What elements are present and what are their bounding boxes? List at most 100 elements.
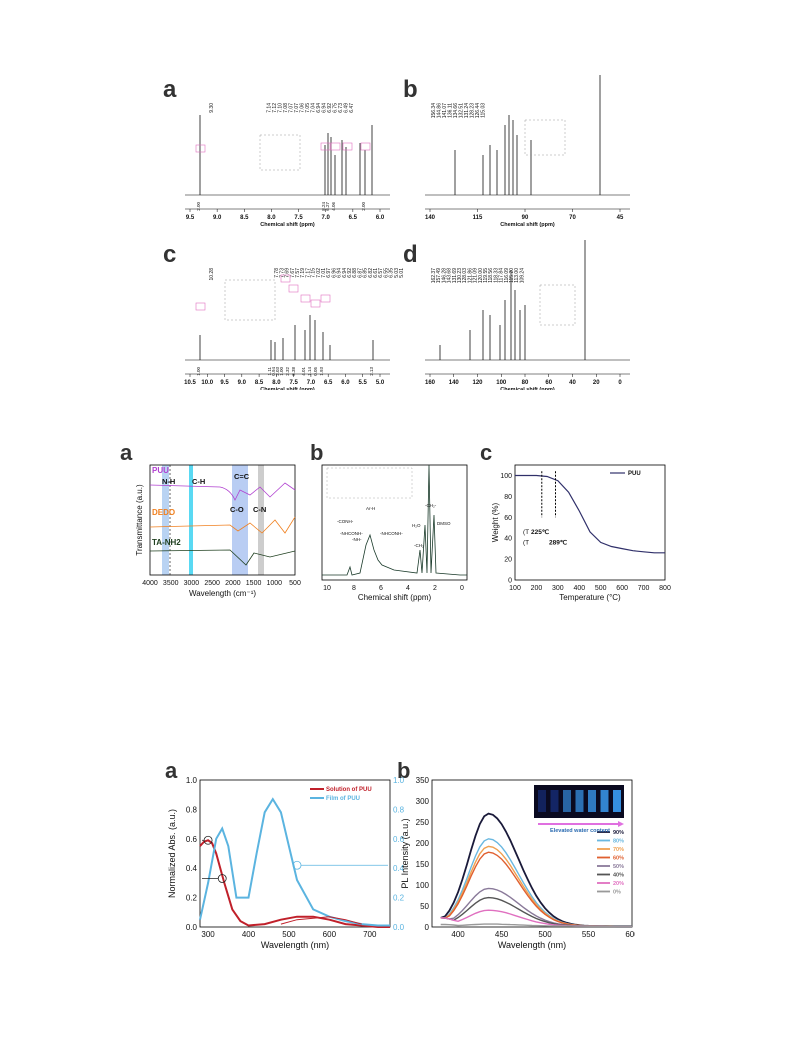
tick-label: 6: [379, 585, 383, 592]
inset-caption: Elevated water content: [550, 828, 610, 834]
peak-label: 6.75: [333, 103, 339, 113]
panel-letter-b: b: [397, 760, 410, 783]
tick-label-right: 0.8: [393, 805, 405, 814]
label-arh: Ar-H: [366, 506, 375, 511]
tick-label: 8.5: [255, 380, 264, 386]
tick-label: 7.0: [322, 215, 331, 221]
tick-label: 400: [573, 585, 585, 592]
vial: [538, 790, 546, 812]
tick-label: 450: [495, 930, 509, 939]
tick-label: 115: [473, 215, 483, 221]
label-nhconh: -NHCONH-: [340, 531, 363, 536]
molecule-structure: [224, 279, 276, 321]
vial: [550, 790, 559, 812]
series-line-1: [199, 797, 390, 927]
integral-value: 6.27: [325, 202, 330, 211]
x-axis-label: Chemical shift (ppm): [500, 387, 555, 390]
peak-label: 128.23: [470, 103, 476, 119]
panel-letter-c: c: [163, 241, 176, 268]
peak-label: 6.94: [342, 268, 348, 278]
tick-label: 6.5: [349, 215, 358, 221]
peak-label: 113.00: [514, 268, 520, 283]
tick-label: 2000: [225, 580, 241, 587]
tick-label: 6.5: [324, 380, 333, 386]
plot-frame: [431, 779, 633, 928]
integral-value: 1.00: [196, 367, 201, 376]
legend-label: 50%: [613, 864, 624, 870]
tick-label-right: 1.0: [393, 776, 405, 785]
assignment-box: [195, 144, 206, 153]
x-axis-label: Chemical shift (ppm): [358, 593, 432, 602]
tick-label: 300: [416, 797, 430, 806]
molecule-structure: [259, 134, 301, 171]
peak-label: 7.14: [267, 103, 273, 113]
peak-label: 134.66: [453, 103, 459, 119]
label-ta: TA-NH2: [152, 538, 181, 547]
tick-label: 9.5: [186, 215, 195, 221]
tick-label: 70: [569, 215, 576, 221]
peak-label: 7.05: [305, 103, 311, 113]
peak-label: 157.49: [436, 268, 442, 284]
label-ch2a: -CH₂: [414, 543, 424, 548]
figure-2: a PUU N-H C-H C=C DEDO C-O C-N TA-NH2 4000 3500 300…: [120, 440, 680, 625]
tick-label: 300: [552, 585, 564, 592]
integral-value: 1.00: [279, 367, 284, 376]
peak-label: 7.07: [289, 103, 295, 113]
tick-label: 700: [638, 585, 650, 592]
label-cn: C-N: [253, 505, 266, 514]
plot-frame: [514, 464, 666, 581]
integral-value: 6.38: [291, 367, 296, 376]
tick-label: 600: [323, 930, 337, 939]
legend-label-film: Film of PUU: [326, 796, 360, 802]
tick-label: 200: [531, 585, 543, 592]
integral-value: 2.00: [361, 202, 366, 211]
tick-label: 200: [416, 839, 430, 848]
tick-label: 90: [522, 215, 529, 221]
peak-label: 6.82: [368, 268, 374, 278]
integral-value: 2.03: [275, 367, 280, 376]
tick-label: 1500: [246, 580, 262, 587]
tick-label-right: 0.6: [393, 835, 405, 844]
peak-label: 6.85: [363, 268, 369, 278]
tick-label: 100: [416, 881, 430, 890]
figure-1-nmr: a 9.30 7.14 7.12 7.10 7.08 7.07 7.07 7.06 7.05 7.0…: [160, 75, 640, 393]
legend-label-solution: Solution of PUU: [326, 787, 372, 793]
peak-label: 6.92: [327, 103, 333, 113]
tick-label: 2: [433, 585, 437, 592]
tick-label: 500: [282, 930, 296, 939]
tick-label: 600: [616, 585, 628, 592]
assignment-box: [195, 302, 206, 311]
plot-frame: [199, 779, 391, 928]
tick-label: 20: [504, 557, 512, 564]
integral-value: 1.14: [307, 367, 312, 376]
peak-label: 7.67: [290, 268, 296, 278]
peak-label: 6.94: [316, 103, 322, 113]
tick-label: 10.5: [184, 380, 196, 386]
integral-value: 8.24: [321, 202, 326, 211]
peak-label: 5.01: [399, 268, 405, 278]
figure-1-svg: a9.30 7.14 7.12 7.10 7.08 7.07 7.07 7.06 7.05 7.0…: [163, 75, 630, 393]
legend-label: 80%: [613, 839, 624, 845]
tick-label: 800: [659, 585, 671, 592]
panel-letter-c: c: [480, 440, 492, 465]
panel-letter-a: a: [165, 760, 178, 783]
td-value: 225℃: [531, 528, 550, 536]
peak-label: 132.51: [459, 103, 465, 119]
tick-label: 5.5: [359, 380, 368, 386]
tick-label: 0: [425, 923, 430, 932]
legend-label: 20%: [613, 881, 624, 887]
assignment-box: [300, 294, 311, 303]
peak-label: 6.94: [322, 103, 328, 113]
assignment-box: [280, 274, 291, 283]
peak-label: 146.28: [441, 268, 447, 284]
ftir-panel: a PUU N-H C-H C=C DEDO C-O C-N TA-NH2 4000 3500 300…: [120, 440, 301, 598]
peak-label: 120.00: [478, 268, 484, 284]
plot-frame: [321, 464, 468, 581]
peak-label: 5.03: [394, 268, 400, 278]
tick-label: 7.0: [307, 380, 316, 386]
legend-label: 0%: [613, 890, 621, 896]
tick-label: 9.5: [220, 380, 229, 386]
tick-label: 600: [625, 930, 635, 939]
tick-label: 0: [460, 585, 464, 592]
integral-value: 0.94: [271, 367, 276, 376]
